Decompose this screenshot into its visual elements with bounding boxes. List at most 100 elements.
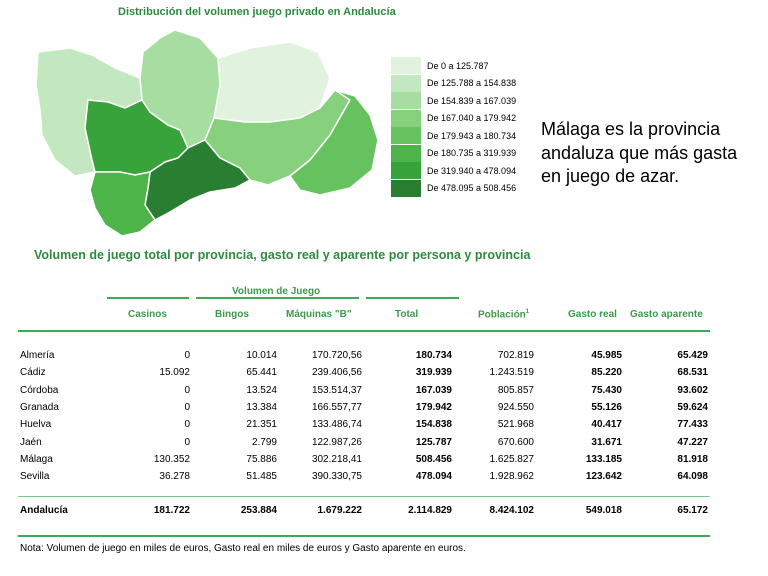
legend-item: De 478.095 a 508.456 bbox=[391, 179, 516, 198]
group-header: Volumen de Juego bbox=[232, 286, 321, 297]
map-legend: De 0 a 125.787 De 125.788 a 154.838 De 154… bbox=[391, 57, 516, 197]
table-row: Jaén 0 2.799 122.987,26 125.787 670.600 31.671… bbox=[0, 437, 768, 453]
row-casinos: 130.352 bbox=[153, 453, 190, 465]
legend-item: De 167.040 a 179.942 bbox=[391, 109, 517, 128]
row-poblacion: 1.243.519 bbox=[489, 367, 535, 379]
row-maquinas: 170.720,56 bbox=[311, 350, 362, 361]
row-provincia: Jaén bbox=[20, 436, 42, 448]
col-header-casinos: Casinos bbox=[128, 309, 167, 320]
row-bingos: 2.799 bbox=[251, 436, 277, 448]
col-header-gasto-real: Gasto real bbox=[568, 309, 617, 320]
table-row: Málaga 130.352 75.886 302.218,41 508.456 1.62… bbox=[0, 454, 768, 470]
row-gasto-real: 45.985 bbox=[591, 350, 622, 361]
table-row: Granada 0 13.384 166.557,77 179.942 924.550 55… bbox=[0, 402, 768, 418]
table-row: Huelva 0 21.351 133.486,74 154.838 521.968 40.… bbox=[0, 419, 768, 435]
row-gasto-aparente: 68.531 bbox=[677, 367, 708, 379]
legend-swatch bbox=[391, 74, 422, 92]
table-bottom-rule bbox=[18, 535, 710, 537]
total-maquinas: 1.679.222 bbox=[317, 505, 363, 516]
map-title: Distribución del volumen juego privado e… bbox=[118, 6, 396, 18]
legend-item: De 125.788 a 154.838 bbox=[391, 74, 516, 93]
row-provincia: Málaga bbox=[20, 453, 53, 465]
row-gasto-aparente: 65.429 bbox=[677, 350, 708, 361]
total-poblacion: 8.424.102 bbox=[489, 505, 535, 516]
row-poblacion: 1.928.962 bbox=[489, 471, 535, 483]
row-maquinas: 166.557,77 bbox=[311, 401, 362, 413]
row-casinos: 0 bbox=[184, 436, 190, 448]
table-row: Córdoba 0 13.524 153.514,37 167.039 805.857 75… bbox=[0, 385, 768, 401]
legend-label: De 167.040 a 179.942 bbox=[427, 113, 517, 124]
row-casinos: 15.092 bbox=[159, 367, 190, 379]
row-casinos: 36.278 bbox=[159, 471, 190, 483]
footnote: Nota: Volumen de juego en miles de euros… bbox=[20, 543, 466, 554]
row-poblacion: 670.600 bbox=[497, 436, 534, 448]
row-casinos: 0 bbox=[184, 401, 190, 413]
legend-swatch bbox=[391, 179, 422, 197]
row-poblacion: 1.625.827 bbox=[489, 453, 535, 465]
row-poblacion: 521.968 bbox=[497, 419, 534, 431]
row-total: 319.939 bbox=[415, 367, 452, 379]
row-provincia: Huelva bbox=[20, 419, 52, 431]
row-gasto-aparente: 59.624 bbox=[677, 401, 708, 413]
table-title: Volumen de juego total por provincia, ga… bbox=[34, 248, 531, 262]
table-total-row: Andalucía 181.722 253.884 1.679.222 2.11… bbox=[0, 505, 768, 521]
total-bingos: 253.884 bbox=[240, 505, 277, 516]
table-total-rule bbox=[18, 496, 710, 497]
header-rule-group bbox=[196, 297, 359, 299]
legend-item: De 179.943 a 180.734 bbox=[391, 127, 516, 145]
total-gasto-aparente: 65.172 bbox=[677, 505, 708, 516]
row-poblacion: 805.857 bbox=[497, 384, 534, 396]
row-gasto-real: 31.671 bbox=[591, 436, 622, 448]
row-bingos: 13.384 bbox=[246, 401, 277, 413]
col-header-bingos: Bingos bbox=[215, 309, 249, 320]
legend-item: De 319.940 a 478.094 bbox=[391, 162, 516, 180]
province-almeria bbox=[289, 89, 379, 196]
row-provincia: Sevilla bbox=[20, 471, 50, 483]
col-header-poblacion: Población1 bbox=[478, 309, 529, 320]
legend-label: De 0 a 125.787 bbox=[427, 60, 489, 71]
row-gasto-aparente: 81.918 bbox=[677, 453, 708, 465]
province-cadiz bbox=[89, 171, 156, 237]
table-row: Sevilla 36.278 51.485 390.330,75 478.094 1.92… bbox=[0, 471, 768, 487]
row-poblacion: 702.819 bbox=[497, 350, 534, 361]
andalucia-map bbox=[35, 29, 379, 237]
row-provincia: Granada bbox=[20, 401, 59, 413]
row-total: 154.838 bbox=[415, 419, 452, 431]
legend-label: De 180.735 a 319.939 bbox=[427, 148, 517, 159]
row-poblacion: 924.550 bbox=[497, 401, 534, 413]
row-provincia: Almería bbox=[20, 350, 55, 361]
row-total: 180.734 bbox=[415, 350, 452, 361]
header-rule-casinos bbox=[107, 297, 189, 299]
row-gasto-aparente: 64.098 bbox=[677, 471, 708, 483]
row-gasto-real: 133.185 bbox=[585, 453, 622, 465]
province-jaen bbox=[213, 41, 331, 123]
legend-item: De 154.839 a 167.039 bbox=[391, 92, 516, 110]
row-total: 125.787 bbox=[415, 436, 452, 448]
row-bingos: 51.485 bbox=[246, 471, 277, 483]
row-total: 179.942 bbox=[415, 401, 452, 413]
table-row: Cádiz 15.092 65.441 239.406,56 319.939 1.243.… bbox=[0, 367, 768, 383]
row-bingos: 10.014 bbox=[246, 350, 277, 361]
total-gasto-real: 549.018 bbox=[585, 505, 622, 516]
row-maquinas: 302.218,41 bbox=[311, 453, 362, 465]
row-gasto-real: 75.430 bbox=[591, 384, 622, 396]
row-casinos: 0 bbox=[184, 350, 190, 361]
row-bingos: 65.441 bbox=[246, 367, 277, 379]
legend-swatch bbox=[391, 144, 422, 162]
row-total: 508.456 bbox=[415, 453, 452, 465]
row-gasto-aparente: 93.602 bbox=[677, 384, 708, 396]
row-casinos: 0 bbox=[184, 419, 190, 431]
row-gasto-real: 55.126 bbox=[591, 401, 622, 413]
table-top-rule bbox=[18, 330, 710, 332]
legend-swatch bbox=[391, 109, 422, 127]
row-bingos: 13.524 bbox=[246, 384, 277, 396]
legend-item: De 0 a 125.787 bbox=[391, 57, 516, 75]
legend-swatch bbox=[391, 57, 422, 75]
callout-text: Málaga es la provincia andaluza que más … bbox=[541, 119, 738, 186]
row-total: 167.039 bbox=[415, 384, 452, 396]
total-total: 2.114.829 bbox=[408, 505, 452, 516]
poblacion-label: Población bbox=[478, 309, 526, 321]
total-provincia: Andalucía bbox=[20, 505, 68, 516]
row-gasto-aparente: 77.433 bbox=[677, 419, 708, 431]
row-total: 478.094 bbox=[415, 471, 452, 483]
